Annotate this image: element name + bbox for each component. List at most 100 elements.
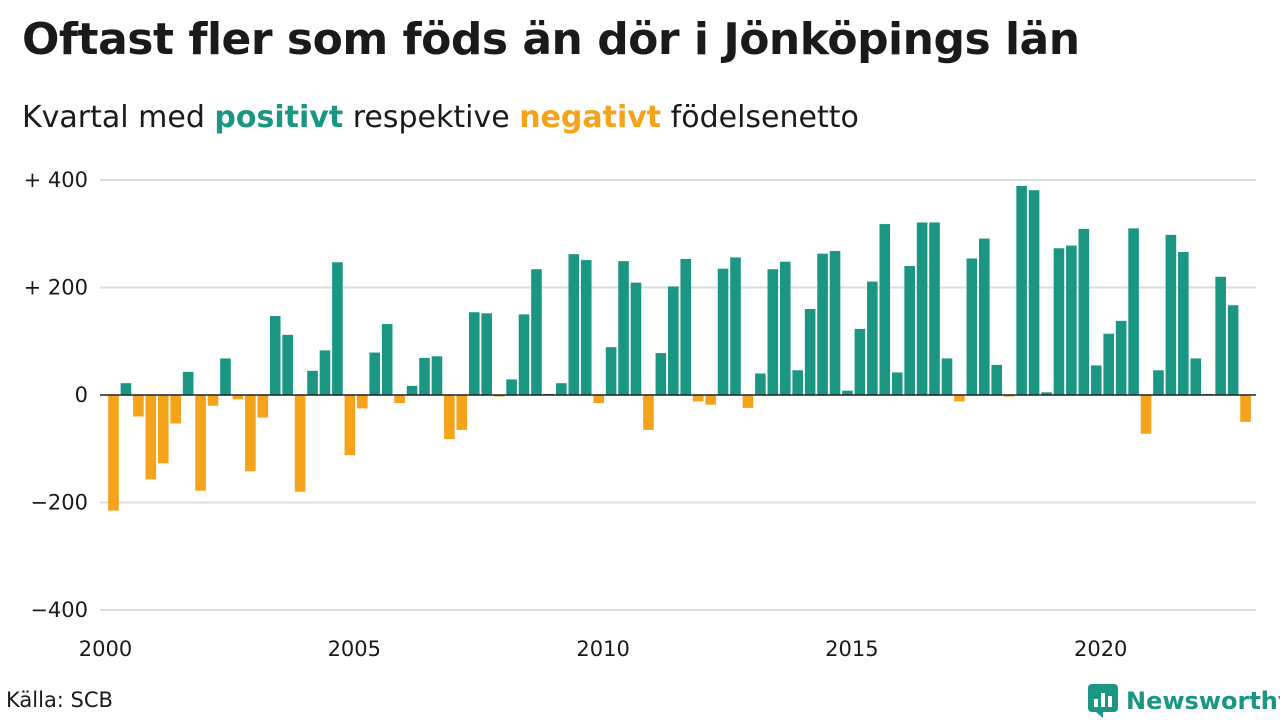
bar-negative: [1140, 395, 1152, 434]
bar-positive: [655, 353, 667, 395]
bar-positive: [717, 268, 729, 395]
bar-negative: [692, 395, 704, 402]
bar-positive: [381, 324, 393, 395]
chart-subtitle: Kvartal med positivt respektive negativt…: [22, 100, 859, 135]
bar-positive: [680, 259, 692, 395]
bar-negative: [133, 395, 144, 417]
bar-negative: [195, 395, 206, 491]
bar-positive: [792, 370, 803, 395]
bar-negative: [207, 395, 219, 406]
bar-positive: [1128, 228, 1139, 396]
bar-positive: [842, 390, 853, 395]
bar-negative: [456, 395, 468, 430]
bar-positive: [979, 238, 990, 395]
bar-negative: [493, 395, 505, 397]
bar-positive: [220, 358, 231, 395]
subtitle-negative-word: negativt: [519, 100, 662, 135]
subtitle-middle: respektive: [343, 100, 520, 135]
bar-positive: [867, 281, 878, 395]
bar-positive: [1028, 190, 1040, 395]
bar-negative: [245, 395, 256, 472]
bar-positive: [1165, 234, 1177, 395]
bar-chart: + 400 + 200 0 −200 −400 2000 2005 2010 2015 2020: [24, 168, 1256, 661]
bar-negative: [742, 395, 754, 408]
chart-title: Oftast fler som föds än dör i Jönköpings…: [22, 14, 1080, 65]
bar-positive: [817, 253, 828, 395]
bar-negative: [157, 395, 169, 464]
bar-negative: [357, 395, 368, 409]
bar-negative: [643, 395, 654, 430]
y-axis-ticks: + 400 + 200 0 −200 −400: [24, 168, 88, 622]
bar-positive: [618, 261, 629, 395]
bar-positive: [1041, 392, 1052, 395]
bar-positive: [182, 371, 194, 395]
bar-positive: [779, 261, 791, 395]
bar-positive: [767, 269, 779, 395]
bar-positive: [1078, 228, 1090, 395]
bar-positive: [916, 222, 928, 395]
bar-positive: [991, 364, 1003, 395]
y-tick-label: −200: [30, 491, 88, 515]
x-tick-label: 2020: [1074, 637, 1127, 661]
bar-positive: [481, 313, 492, 395]
bar-positive: [1066, 245, 1077, 395]
bar-negative: [1003, 395, 1015, 397]
bar-positive: [556, 383, 567, 395]
bar-negative: [145, 395, 157, 480]
bar-positive: [1053, 248, 1065, 395]
bar-negative: [294, 395, 306, 492]
bar-positive: [1090, 365, 1102, 395]
bar-negative: [344, 395, 356, 456]
bar-positive: [1178, 252, 1189, 395]
bar-positive: [854, 328, 866, 395]
bar-positive: [531, 269, 542, 395]
bar-positive: [1215, 276, 1226, 395]
bar-positive: [307, 370, 318, 395]
bar-negative: [108, 395, 119, 511]
bar-negative: [257, 395, 269, 418]
x-axis-ticks: 2000 2005 2010 2015 2020: [79, 637, 1128, 661]
bar-negative: [593, 395, 604, 404]
bar-positive: [891, 372, 903, 395]
bar-positive: [829, 250, 841, 395]
bar-negative: [394, 395, 405, 404]
brand-name: Newsworthy: [1126, 687, 1280, 715]
x-tick-label: 2015: [825, 637, 878, 661]
bar-positive: [1227, 305, 1239, 395]
bar-negative: [1240, 395, 1251, 422]
bar-positive: [419, 357, 430, 395]
newsworthy-logo-icon: [1088, 684, 1118, 718]
subtitle-positive-word: positivt: [214, 100, 344, 135]
brand-logo: Newsworthy: [1088, 684, 1280, 718]
bar-positive: [966, 258, 978, 396]
bar-positive: [1103, 333, 1114, 395]
y-tick-label: 0: [75, 383, 88, 407]
bar-positive: [630, 282, 642, 395]
bar-positive: [406, 385, 418, 395]
bar-positive: [730, 257, 741, 395]
bar-negative: [232, 395, 244, 400]
bar-positive: [668, 286, 679, 395]
bar-positive: [282, 334, 293, 395]
y-tick-label: + 200: [24, 276, 88, 300]
bar-negative: [705, 395, 716, 405]
bar-negative: [170, 395, 181, 424]
bar-positive: [1016, 185, 1027, 395]
bar-positive: [332, 262, 343, 395]
bar-positive: [568, 254, 580, 395]
bars: [108, 185, 1251, 511]
x-tick-label: 2010: [576, 637, 629, 661]
bar-positive: [879, 224, 891, 395]
bar-positive: [506, 379, 517, 395]
bar-positive: [755, 373, 766, 395]
x-tick-label: 2000: [79, 637, 132, 661]
bar-positive: [468, 312, 480, 395]
bar-positive: [804, 309, 816, 395]
bar-positive: [941, 358, 953, 395]
y-tick-label: + 400: [24, 168, 88, 192]
subtitle-suffix: födelsenetto: [661, 100, 859, 135]
bar-positive: [904, 266, 915, 395]
bar-positive: [605, 347, 617, 395]
bar-positive: [1153, 370, 1164, 395]
bar-positive: [120, 383, 132, 395]
